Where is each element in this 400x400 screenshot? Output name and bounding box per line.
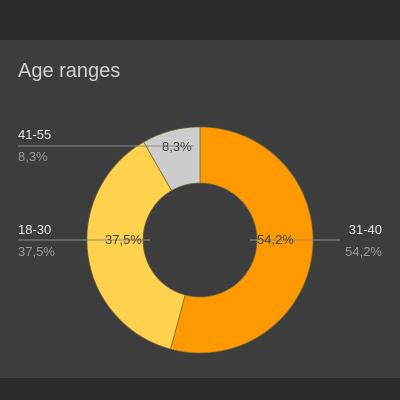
legend-pct-18-30: 37,5% — [18, 244, 55, 259]
slice-group — [86, 126, 314, 354]
slice-label-41-55: 8,3% — [162, 139, 192, 154]
leader-lines — [18, 145, 340, 241]
slice-41-55 — [143, 126, 201, 192]
bottom-bar — [0, 378, 400, 400]
slice-label-31-40: 54,2% — [257, 232, 294, 247]
legend-name-18-30: 18-30 — [18, 222, 51, 237]
slice-label-18-30: 37,5% — [105, 232, 142, 247]
legend-pct-41-55: 8,3% — [18, 149, 48, 164]
donut-chart: 54,2% 37,5% 8,3% 31-40 54,2% 18-30 37,5%… — [18, 126, 382, 354]
legend-pct-31-40: 54,2% — [345, 244, 382, 259]
slice-18-30 — [86, 141, 186, 350]
top-bar — [0, 0, 400, 40]
chart-title: Age ranges — [18, 60, 121, 82]
legend-name-31-40: 31-40 — [349, 222, 382, 237]
chart-card: Age ranges 54,2% 37,5% 8,3% 31-40 54,2% … — [0, 40, 400, 378]
legend-name-41-55: 41-55 — [18, 127, 51, 142]
slice-31-40 — [170, 126, 314, 354]
